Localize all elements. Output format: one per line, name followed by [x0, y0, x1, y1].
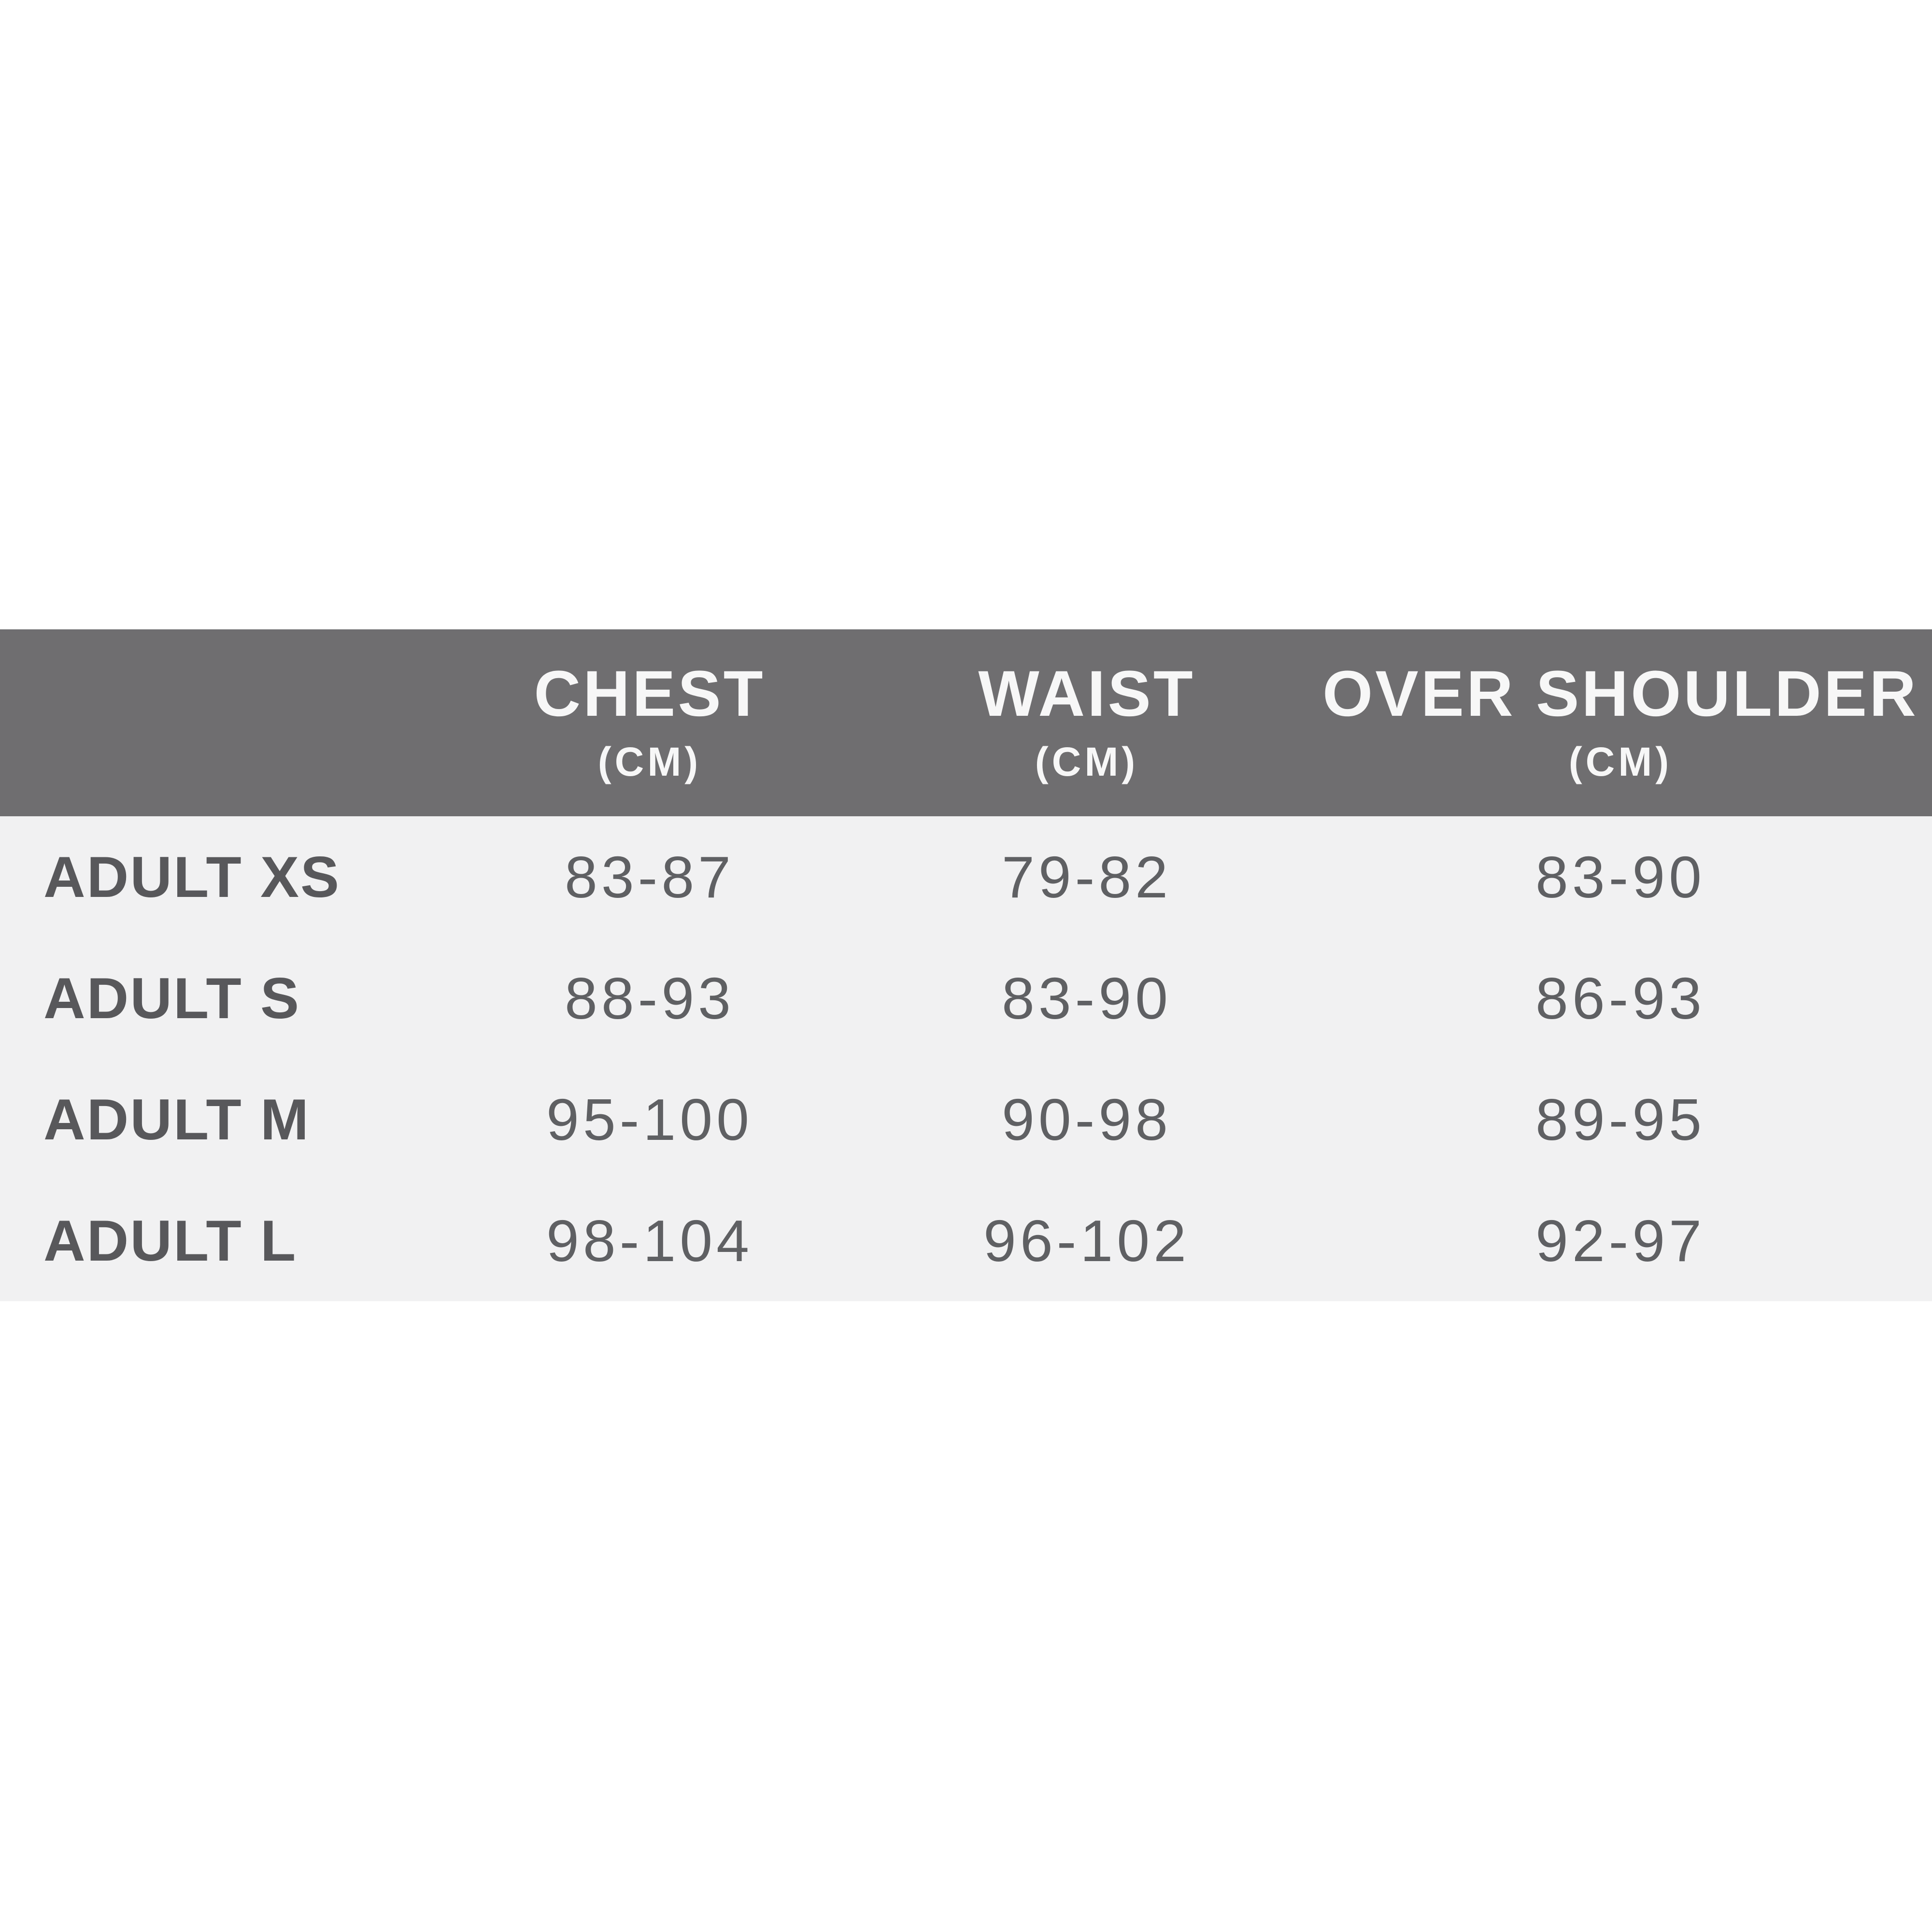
chest-value: 88-93	[564, 965, 735, 1031]
column-label-over-shoulder: OVER SHOULDER	[1322, 657, 1918, 730]
over-shoulder-value: 92-97	[1535, 1208, 1706, 1274]
size-label: ADULT M	[43, 1087, 310, 1152]
size-label: ADULT S	[43, 966, 301, 1031]
column-unit-chest: (CM)	[597, 739, 702, 784]
size-label: ADULT L	[43, 1208, 298, 1273]
table-row-adult-m: ADULT M 95-100 90-98 89-95	[0, 1059, 1932, 1180]
waist-value: 83-90	[1001, 965, 1172, 1031]
table-row-adult-s: ADULT S 88-93 83-90 86-93	[0, 938, 1932, 1059]
column-label-chest: CHEST	[534, 657, 766, 730]
column-header-over-shoulder: OVER SHOULDER (CM)	[1309, 629, 1932, 816]
column-unit-waist: (CM)	[1035, 739, 1139, 784]
table-row-adult-xs: ADULT XS 83-87 79-82 83-90	[0, 816, 1932, 938]
over-shoulder-value: 89-95	[1535, 1086, 1706, 1152]
waist-value: 90-98	[1001, 1086, 1172, 1152]
over-shoulder-value: 86-93	[1535, 965, 1706, 1031]
header-cell-empty	[0, 629, 435, 816]
column-unit-over-shoulder: (CM)	[1568, 739, 1673, 784]
column-header-chest: CHEST (CM)	[435, 629, 865, 816]
column-header-waist: WAIST (CM)	[865, 629, 1309, 816]
size-label: ADULT XS	[43, 844, 341, 909]
chest-value: 83-87	[564, 844, 735, 910]
over-shoulder-value: 83-90	[1535, 844, 1706, 910]
chest-value: 95-100	[546, 1086, 753, 1152]
waist-value: 96-102	[983, 1208, 1190, 1274]
table-body: ADULT XS 83-87 79-82 83-90 ADULT S 88-93…	[0, 816, 1932, 1301]
chest-value: 98-104	[546, 1208, 753, 1274]
table-header-row: CHEST (CM) WAIST (CM) OVER SHOULDER (CM)	[0, 629, 1932, 816]
size-chart-table: CHEST (CM) WAIST (CM) OVER SHOULDER (CM)…	[0, 629, 1932, 1301]
waist-value: 79-82	[1001, 844, 1172, 910]
table-row-adult-l: ADULT L 98-104 96-102 92-97	[0, 1180, 1932, 1301]
column-label-waist: WAIST	[978, 657, 1195, 730]
